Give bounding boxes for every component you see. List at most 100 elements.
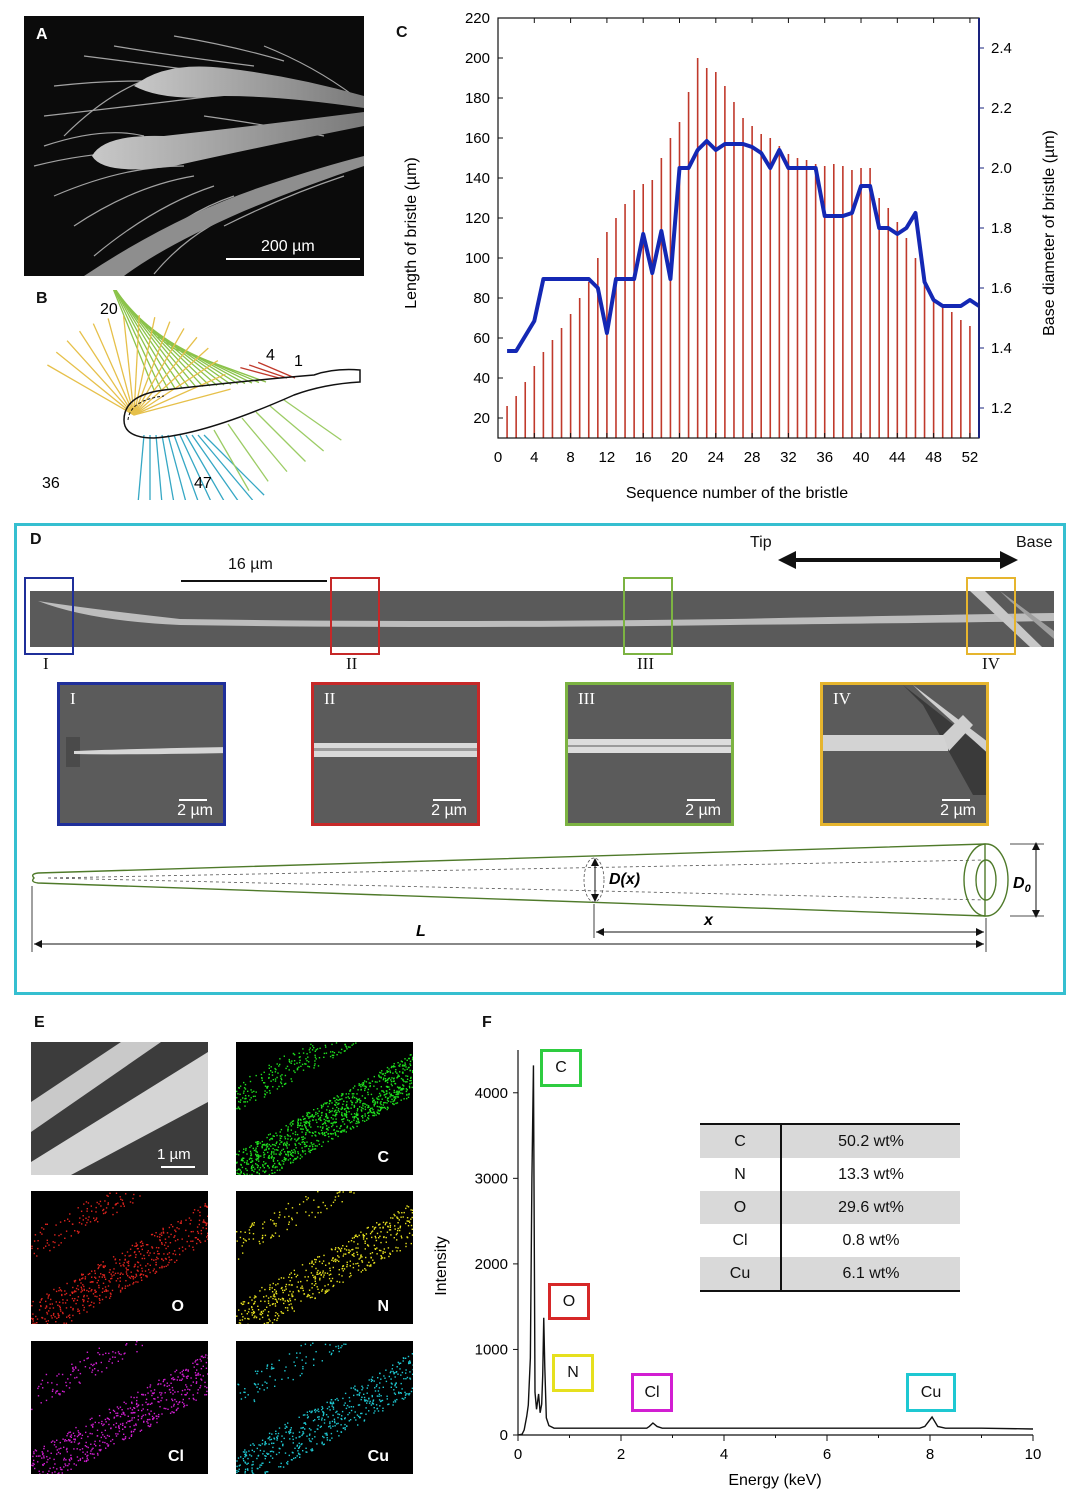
eds-map-dot <box>297 1122 299 1124</box>
eds-map-dot <box>276 1301 278 1303</box>
region-iv-box[interactable] <box>966 577 1016 655</box>
eds-map-dot <box>83 1288 85 1291</box>
eds-map-dot <box>372 1226 374 1228</box>
eds-map-dot <box>333 1110 336 1113</box>
region-iii-box[interactable] <box>623 577 673 655</box>
eds-map-dot <box>173 1250 176 1252</box>
eds-map-dot <box>318 1291 320 1294</box>
region-ii-box[interactable] <box>330 577 380 655</box>
eds-map-dot <box>108 1280 110 1282</box>
eds-map-dot <box>72 1370 74 1372</box>
eds-map-dot <box>287 1152 289 1154</box>
eds-map-dot <box>166 1382 168 1384</box>
eds-map-dot <box>406 1217 409 1219</box>
eds-map-dot <box>94 1295 96 1297</box>
eds-map-dot <box>300 1427 302 1429</box>
panel-d-label: D <box>30 531 42 548</box>
eds-map-dot <box>285 1154 287 1156</box>
eds-map-dot <box>337 1109 339 1112</box>
eds-map-dot <box>380 1108 382 1110</box>
eds-map-dot <box>53 1246 55 1249</box>
eds-map-dot <box>386 1071 388 1073</box>
eds-map-dot <box>304 1137 306 1139</box>
eds-map-dot <box>299 1445 301 1447</box>
eds-map-dot <box>339 1131 342 1133</box>
eds-map-dot <box>71 1292 74 1294</box>
eds-map-dot <box>400 1382 402 1385</box>
eds-map-dot <box>276 1134 278 1137</box>
eds-map-dot <box>401 1212 403 1214</box>
eds-map-dot <box>274 1166 277 1168</box>
eds-map-dot <box>280 1082 283 1085</box>
eds-map-dot <box>397 1217 399 1220</box>
eds-map-dot <box>360 1254 362 1256</box>
eds-map-dot <box>377 1095 380 1098</box>
eds-map-n: N <box>236 1191 413 1324</box>
eds-map-dot <box>390 1066 393 1069</box>
direction-double-arrow <box>778 551 1018 569</box>
eds-map-dot <box>272 1303 274 1305</box>
eds-map-dot <box>275 1153 277 1155</box>
eds-map-dot <box>56 1453 58 1455</box>
eds-map-dot <box>151 1402 153 1404</box>
eds-map-dot <box>388 1077 391 1079</box>
eds-map-dot <box>110 1273 112 1275</box>
eds-map-dot <box>332 1402 335 1405</box>
eds-map-dot <box>72 1314 74 1317</box>
eds-map-o-label: O <box>171 1298 184 1315</box>
inset-i: I 2 µm <box>57 682 226 826</box>
eds-map-dot <box>101 1291 104 1293</box>
eds-map-dot <box>362 1117 364 1119</box>
region-i-box[interactable] <box>24 577 74 655</box>
eds-map-dot <box>236 1107 238 1110</box>
eds-map-dot <box>266 1387 268 1389</box>
eds-map-dot <box>338 1111 341 1113</box>
eds-map-dot <box>364 1106 366 1108</box>
eds-map-dot <box>131 1409 134 1411</box>
eds-map-dot <box>47 1381 49 1384</box>
eds-map-dot <box>255 1141 257 1143</box>
eds-map-dot <box>48 1310 50 1312</box>
eds-map-dot <box>247 1457 249 1460</box>
eds-map-dot <box>312 1132 314 1134</box>
eds-map-dot <box>147 1244 149 1246</box>
eds-map-dot <box>244 1309 246 1312</box>
eds-map-dot <box>297 1126 299 1128</box>
eds-map-dot <box>237 1258 240 1260</box>
eds-map-dot <box>268 1076 270 1079</box>
eds-map-dot <box>367 1118 370 1120</box>
eds-map-dot <box>342 1191 344 1193</box>
eds-map-dot <box>314 1297 316 1300</box>
eds-map-dot <box>332 1107 334 1110</box>
eds-map-dot <box>169 1388 171 1391</box>
eds-map-dot <box>386 1106 389 1108</box>
eds-map-dot <box>248 1229 251 1231</box>
eds-map-dot <box>157 1396 159 1399</box>
eds-map-dot <box>281 1435 283 1437</box>
eds-map-dot <box>182 1250 184 1252</box>
eds-map-dot <box>386 1102 388 1104</box>
eds-map-dot <box>271 1071 274 1073</box>
panel-c-x-tick-label: 40 <box>853 449 870 466</box>
eds-map-dot <box>371 1252 374 1254</box>
panel-c-y2-tick-label: 2.2 <box>991 100 1012 117</box>
eds-map-dot <box>266 1452 268 1455</box>
eds-map-dot <box>306 1114 308 1117</box>
eds-map-dot <box>349 1191 351 1193</box>
composition-row: O 29.6 wt% <box>700 1191 960 1224</box>
eds-map-dot <box>250 1161 252 1163</box>
inset-iv-scale-bar <box>942 799 970 801</box>
eds-map-dot <box>182 1369 185 1371</box>
eds-map-dot <box>48 1244 50 1246</box>
eds-map-dot <box>109 1358 111 1360</box>
eds-map-dot <box>372 1114 374 1117</box>
panel-c-x-tick-label: 4 <box>530 449 538 466</box>
eds-map-dot <box>281 1167 283 1169</box>
eds-map-dot <box>183 1406 185 1408</box>
eds-map-dot <box>117 1414 119 1417</box>
eds-map-dot <box>314 1277 317 1279</box>
eds-map-dot <box>242 1301 244 1303</box>
eds-map-dot <box>356 1112 358 1114</box>
eds-map-dot <box>98 1284 100 1287</box>
eds-map-dot <box>275 1068 277 1071</box>
